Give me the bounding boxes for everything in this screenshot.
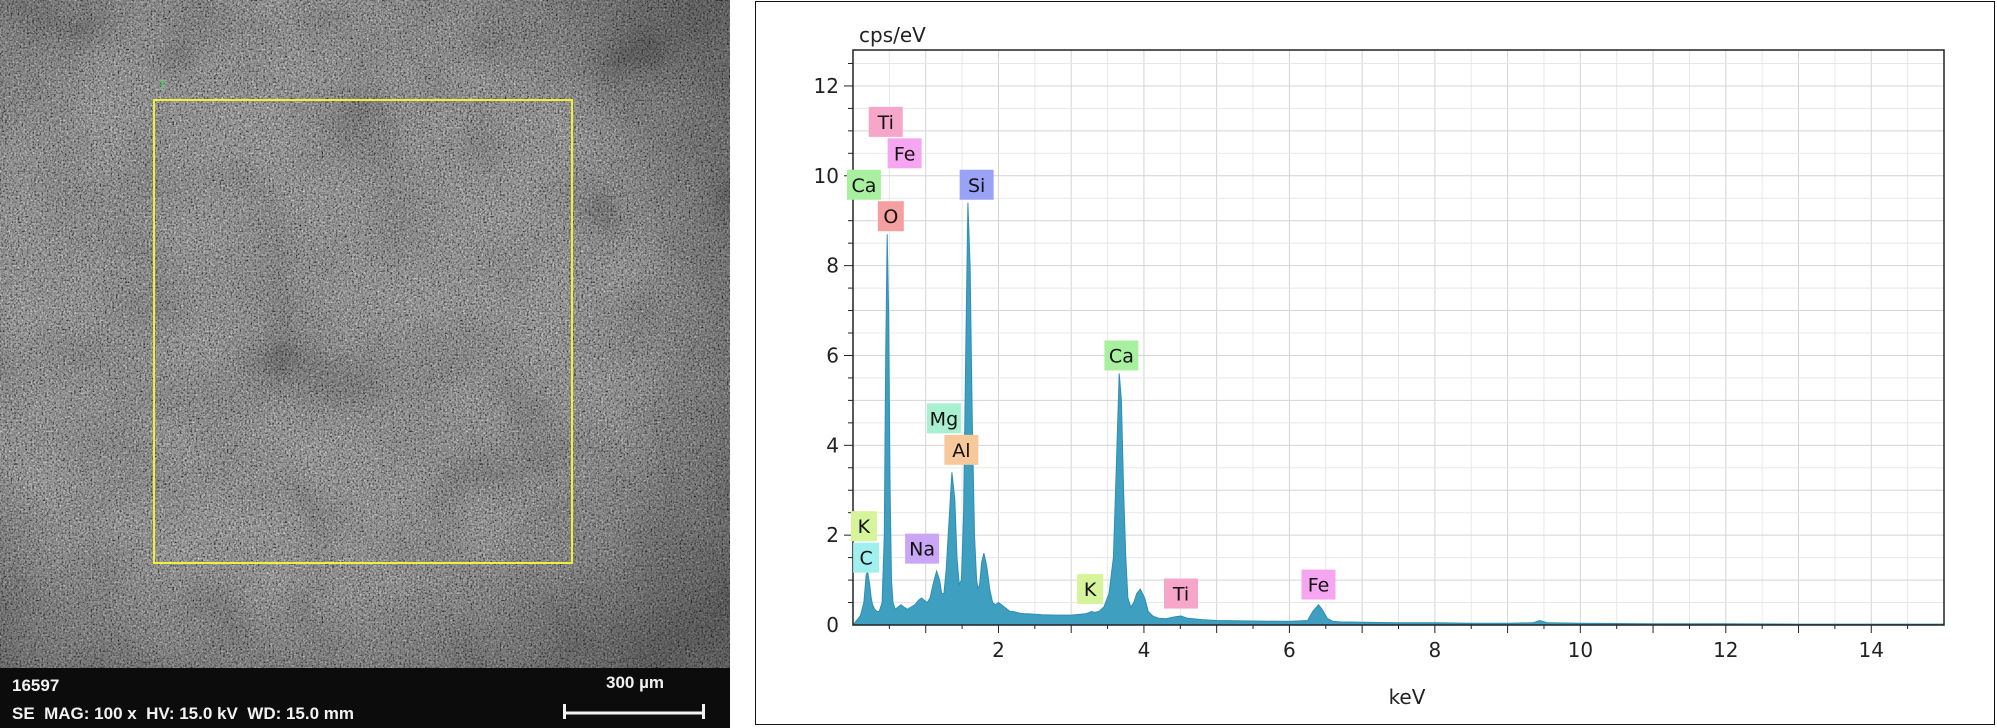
x-tick-label: 10 xyxy=(1568,638,1593,662)
roi-marker-label: 1 xyxy=(159,78,166,91)
peak-label-ca: Ca xyxy=(846,169,881,200)
peak-label-text: K xyxy=(858,516,871,538)
peak-label-text: Ca xyxy=(851,175,876,197)
x-tick-label: 6 xyxy=(1283,638,1296,662)
peak-label-box xyxy=(1077,574,1104,605)
peak-label-o: O xyxy=(877,201,904,232)
peak-label-fe: Fe xyxy=(1301,569,1336,600)
peak-label-text: Mg xyxy=(930,408,958,430)
y-tick-label: 10 xyxy=(814,164,839,188)
y-tick-label: 8 xyxy=(826,254,839,278)
peak-label-box xyxy=(959,169,994,200)
peak-label-ca: Ca xyxy=(1104,340,1139,371)
peak-label-fe: Fe xyxy=(887,138,922,169)
peak-label-text: Na xyxy=(909,539,935,561)
peak-label-box xyxy=(926,403,961,434)
peak-label-c: C xyxy=(853,542,880,573)
y-tick-label: 12 xyxy=(814,74,839,98)
x-tick-label: 8 xyxy=(1428,638,1441,662)
sem-info-bar: 16597 SE MAG: 100 x HV: 15.0 kV WD: 15.0… xyxy=(0,668,730,728)
peak-label-ti: Ti xyxy=(1164,578,1199,609)
peak-label-k: K xyxy=(1077,574,1104,605)
x-tick-label: 2 xyxy=(992,638,1005,662)
scale-bar-label: 300 µm xyxy=(606,673,664,692)
sem-image-id: 16597 xyxy=(12,676,60,695)
peak-label-text: Ca xyxy=(1109,345,1134,367)
sem-parameters: SE MAG: 100 x HV: 15.0 kV WD: 15.0 mm xyxy=(12,704,355,723)
peak-label-k: K xyxy=(850,511,877,542)
y-tick-label: 6 xyxy=(826,343,839,367)
roi-rectangle xyxy=(153,99,573,564)
peak-label-box xyxy=(1104,340,1139,371)
y-tick-label: 2 xyxy=(826,523,839,547)
peak-label-box xyxy=(850,511,877,542)
x-tick-label: 12 xyxy=(1713,638,1738,662)
peak-label-box xyxy=(877,201,904,232)
x-tick-label: 4 xyxy=(1138,638,1151,662)
peak-label-text: Ti xyxy=(877,112,894,134)
peak-label-box xyxy=(944,434,979,465)
peak-label-box xyxy=(846,169,881,200)
x-axis-unit: keV xyxy=(1389,685,1426,709)
y-tick-label: 0 xyxy=(826,613,839,637)
y-tick-label: 4 xyxy=(826,433,839,457)
peak-label-text: O xyxy=(883,206,898,228)
peak-label-text: C xyxy=(859,548,872,570)
peak-label-mg: Mg xyxy=(926,403,961,434)
scale-bar xyxy=(563,704,705,719)
spectrum-area xyxy=(851,202,1945,626)
y-axis-unit: cps/eV xyxy=(859,23,926,47)
peak-label-na: Na xyxy=(905,533,940,564)
peak-label-text: Fe xyxy=(1308,575,1330,597)
peak-label-text: Fe xyxy=(894,143,916,165)
peak-label-text: Ti xyxy=(1172,584,1189,606)
peak-label-text: Al xyxy=(952,440,970,462)
peak-label-box xyxy=(1301,569,1336,600)
peak-label-box xyxy=(887,138,922,169)
sem-micrograph-panel: 1 16597 SE MAG: 100 x HV: 15.0 kV WD: 15… xyxy=(0,0,730,728)
peak-label-al: Al xyxy=(944,434,979,465)
axes: 0 2 4 6 8 10 12 2 4 6 8 10 12 14 xyxy=(814,49,1945,662)
peak-label-box xyxy=(853,542,880,573)
x-tick-label: 14 xyxy=(1859,638,1884,662)
peak-label-ti: Ti xyxy=(868,106,903,137)
grid xyxy=(853,50,1944,625)
peak-label-box xyxy=(868,106,903,137)
peak-label-text: K xyxy=(1084,579,1097,601)
peak-label-text: Si xyxy=(968,175,985,197)
peak-label-box xyxy=(1164,578,1199,609)
peak-label-si: Si xyxy=(959,169,994,200)
sem-image: 1 xyxy=(0,0,730,668)
eds-spectrum-panel: 0 2 4 6 8 10 12 2 4 6 8 10 12 14 Ti Fe Ca O Si Ca Mg Al K C Na K… xyxy=(755,1,1995,725)
peak-label-box xyxy=(905,533,940,564)
